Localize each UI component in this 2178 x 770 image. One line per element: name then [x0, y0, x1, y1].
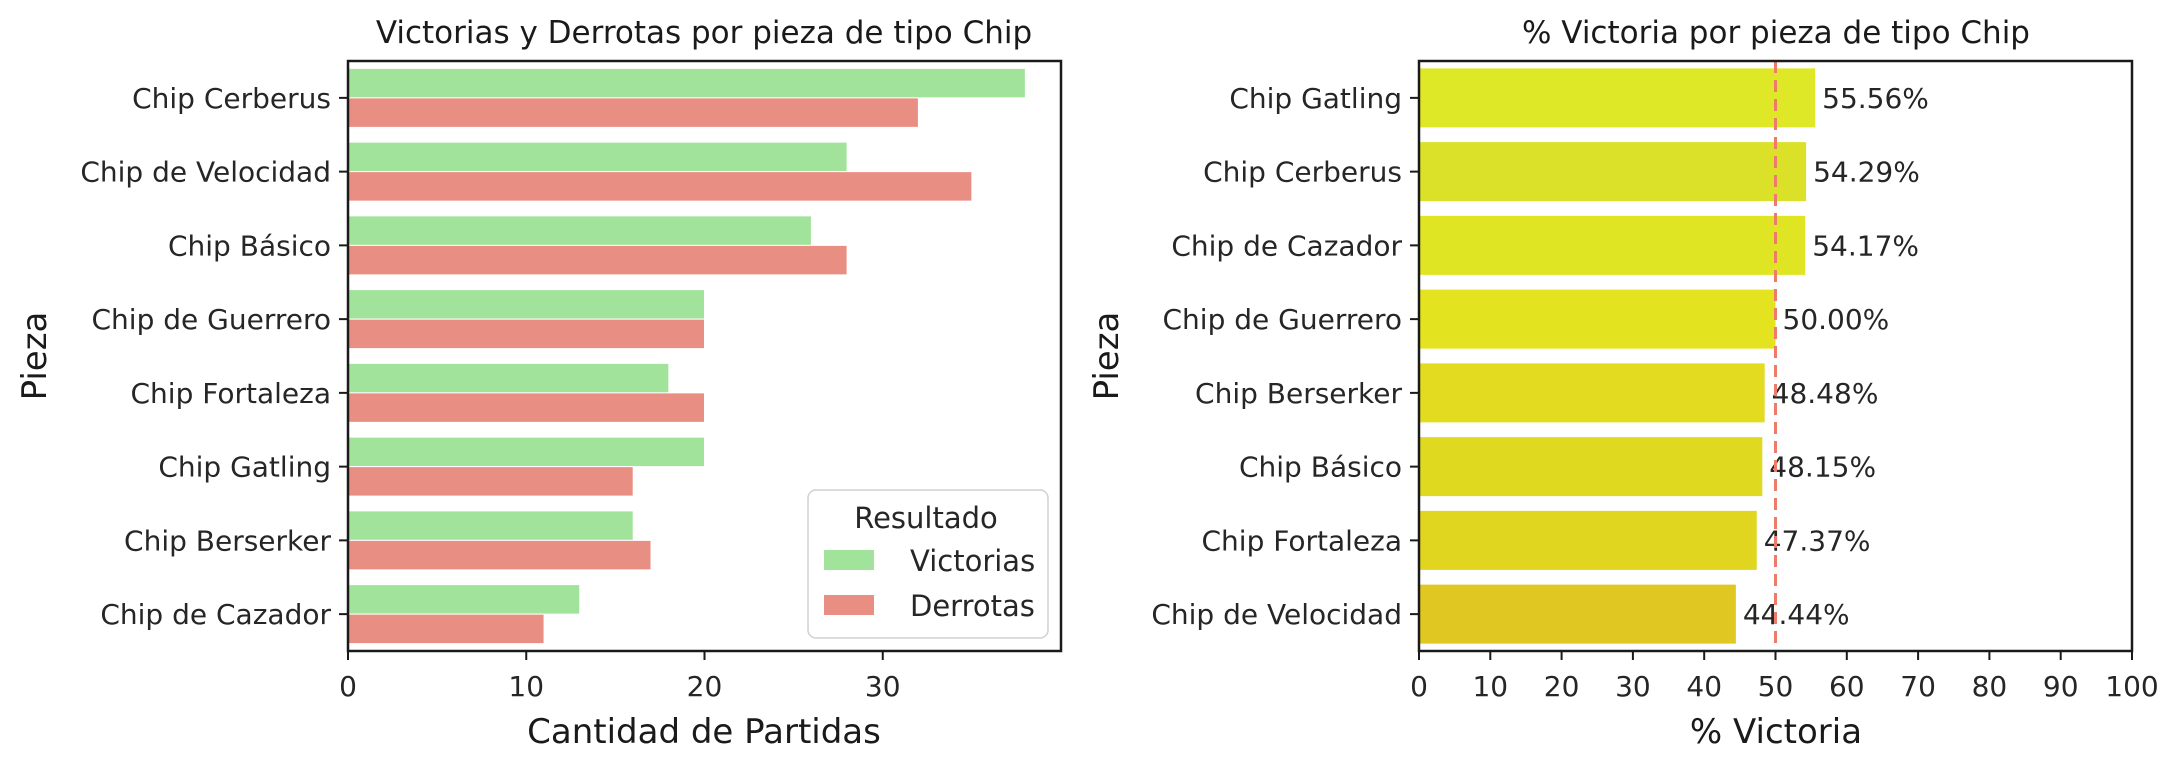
bar-chip-cerberus — [1419, 142, 1807, 202]
left-chart-title: Victorias y Derrotas por pieza de tipo C… — [376, 15, 1032, 51]
data-label-chip-de-velocidad: 44.44% — [1743, 598, 1850, 631]
legend: Resultado Victorias Derrotas — [807, 489, 1049, 639]
right-data-labels: 55.56% 54.29% 54.17% 50.00% 48.48% 48.15% 47.3… — [1743, 82, 1929, 631]
bar-derrotas-chip-gatling — [347, 466, 634, 497]
bar-derrotas-chip-berserker — [347, 539, 652, 571]
y-tick-label: Chip de Velocidad — [1151, 598, 1402, 631]
legend-swatch-victorias — [824, 550, 874, 570]
bar-victorias-chip-de-guerrero — [347, 289, 705, 320]
left-x-axis-ticks: 0 10 20 30 — [339, 651, 901, 703]
data-label-chip-basico: 48.15% — [1769, 451, 1876, 484]
y-tick-label: Chip Básico — [1239, 451, 1402, 484]
bar-victorias-chip-fortaleza — [347, 362, 670, 394]
left-x-axis-label: Cantidad de Partidas — [527, 712, 881, 752]
y-tick-label: Chip Fortaleza — [1202, 524, 1403, 557]
bar-chip-basico — [1419, 437, 1763, 497]
bar-derrotas-chip-basico — [347, 244, 848, 276]
bar-victorias-chip-gatling — [347, 436, 705, 468]
y-tick-label: Chip Berserker — [1195, 377, 1402, 410]
right-bars — [1419, 68, 1816, 644]
y-tick-label: Chip de Cazador — [100, 598, 331, 631]
left-plot-frame — [346, 59, 1063, 653]
right-x-axis-ticks: 0 10 20 30 40 50 60 70 80 90 100 — [1410, 651, 2159, 703]
data-label-chip-de-guerrero: 50.00% — [1783, 303, 1890, 336]
x-tick-label: 0 — [1410, 670, 1428, 703]
y-tick-label: Chip de Guerrero — [92, 303, 332, 336]
bar-chip-de-cazador — [1419, 215, 1806, 275]
y-tick-label: Chip Fortaleza — [131, 377, 332, 410]
y-tick-label: Chip Básico — [168, 229, 331, 262]
y-tick-label: Chip de Guerrero — [1163, 303, 1403, 336]
y-tick-label: Chip de Velocidad — [80, 156, 331, 189]
bar-victorias-chip-berserker — [347, 510, 634, 541]
bar-derrotas-chip-de-cazador — [347, 613, 545, 645]
data-label-chip-gatling: 55.56% — [1822, 82, 1929, 115]
legend-swatch-derrotas — [824, 595, 874, 615]
left-y-axis-label: Pieza — [15, 312, 55, 401]
y-tick-label: Chip Berserker — [124, 524, 331, 557]
x-tick-label: 20 — [1544, 670, 1580, 703]
x-tick-label: 20 — [687, 670, 723, 703]
x-tick-label: 50 — [1758, 670, 1794, 703]
x-tick-label: 80 — [1972, 670, 2008, 703]
x-tick-label: 10 — [508, 670, 544, 703]
legend-label-derrotas: Derrotas — [910, 589, 1035, 623]
x-tick-label: 30 — [1615, 670, 1651, 703]
right-y-axis-label: Pieza — [1087, 312, 1127, 401]
bar-chip-de-guerrero — [1419, 289, 1776, 349]
right-y-axis-ticks: Chip Gatling Chip Cerberus Chip de Cazador… — [1151, 82, 1419, 631]
bar-chip-berserker — [1419, 363, 1765, 423]
bar-derrotas-chip-cerberus — [347, 97, 919, 128]
bar-derrotas-chip-de-guerrero — [347, 318, 705, 350]
y-tick-label: Chip de Cazador — [1171, 229, 1402, 262]
x-tick-label: 90 — [2043, 670, 2079, 703]
bar-victorias-chip-de-velocidad — [347, 141, 848, 173]
bar-derrotas-chip-de-velocidad — [347, 171, 973, 202]
right-chart-title: % Victoria por pieza de tipo Chip — [1522, 15, 2030, 51]
x-tick-label: 60 — [1829, 670, 1865, 703]
bar-victorias-chip-basico — [347, 215, 812, 246]
bar-derrotas-chip-fortaleza — [347, 392, 705, 423]
bar-victorias-chip-de-cazador — [347, 584, 581, 615]
right-x-axis-label: % Victoria — [1690, 712, 1862, 752]
y-tick-label: Chip Cerberus — [132, 82, 331, 115]
x-tick-label: 0 — [339, 670, 357, 703]
x-tick-label: 40 — [1686, 670, 1722, 703]
left-bars — [347, 67, 1026, 645]
y-tick-label: Chip Gatling — [1229, 82, 1402, 115]
bar-chip-fortaleza — [1419, 510, 1757, 570]
x-tick-label: 70 — [1900, 670, 1936, 703]
x-tick-label: 10 — [1472, 670, 1508, 703]
bar-chip-gatling — [1419, 68, 1816, 128]
x-tick-label: 100 — [2105, 670, 2158, 703]
y-tick-label: Chip Gatling — [158, 451, 331, 484]
legend-label-victorias: Victorias — [910, 544, 1035, 578]
right-plot-frame — [1417, 59, 2134, 653]
legend-title: Resultado — [854, 501, 998, 535]
bar-victorias-chip-cerberus — [347, 67, 1026, 99]
data-label-chip-de-cazador: 54.17% — [1812, 229, 1919, 262]
left-y-axis-ticks: Chip Cerberus Chip de Velocidad Chip Básic… — [80, 82, 348, 631]
bar-chip-de-velocidad — [1419, 584, 1736, 644]
data-label-chip-fortaleza: 47.37% — [1764, 524, 1871, 557]
data-label-chip-berserker: 48.48% — [1772, 377, 1879, 410]
y-tick-label: Chip Cerberus — [1203, 156, 1402, 189]
x-tick-label: 30 — [865, 670, 901, 703]
data-label-chip-cerberus: 54.29% — [1813, 156, 1920, 189]
